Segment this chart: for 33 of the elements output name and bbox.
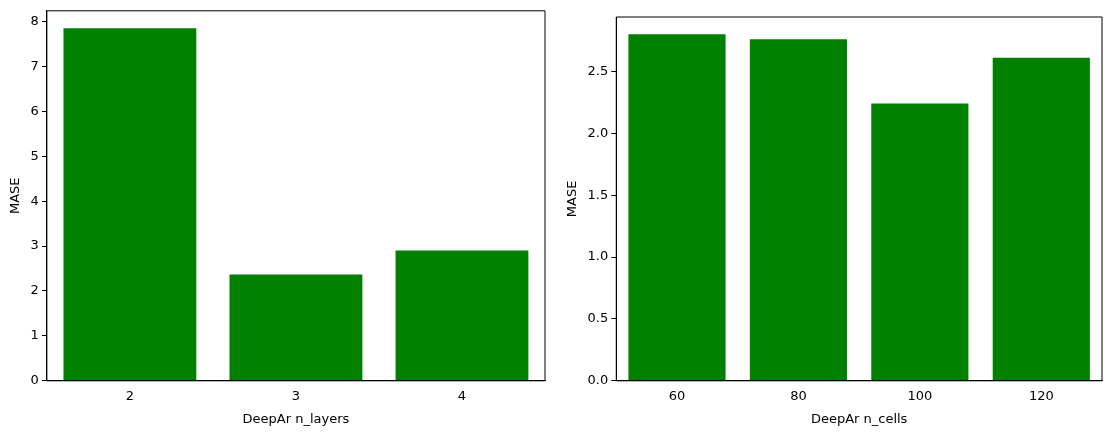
y-tick-label: 2.0 <box>587 124 609 140</box>
y-tick-label: 1.0 <box>587 248 609 264</box>
y-tick-label: 3 <box>30 237 39 253</box>
x-tick-label: 100 <box>907 387 933 403</box>
x-tick-label: 80 <box>790 387 807 403</box>
y-tick-label: 1.5 <box>587 186 609 202</box>
y-tick-label: 8 <box>30 12 39 28</box>
y-tick-label: 0.0 <box>587 372 609 388</box>
y-axis-title: MASE <box>7 177 23 215</box>
y-tick-label: 1 <box>30 327 39 343</box>
bar <box>749 39 847 381</box>
y-tick-label: 4 <box>30 192 39 208</box>
bar <box>395 250 529 381</box>
bar <box>992 57 1090 381</box>
x-tick-label: 4 <box>457 387 467 403</box>
x-axis-title: DeepAr n_cells <box>810 410 908 426</box>
y-tick-label: 5 <box>30 147 39 163</box>
bar <box>229 274 363 381</box>
x-tick-label: 2 <box>125 387 135 403</box>
x-tick-label: 3 <box>291 387 301 403</box>
y-tick-label: 2 <box>30 282 39 298</box>
x-tick-label: 60 <box>668 387 686 403</box>
bar <box>63 28 197 381</box>
y-tick-label: 2.5 <box>587 62 609 78</box>
x-tick-label: 120 <box>1028 387 1054 403</box>
y-tick-label: 7 <box>30 57 39 73</box>
bar <box>871 103 969 381</box>
y-axis-title: MASE <box>564 180 580 218</box>
y-tick-label: 6 <box>30 102 39 118</box>
x-axis-title: DeepAr n_layers <box>242 410 350 426</box>
y-tick-label: 0 <box>30 372 39 388</box>
bar <box>628 34 726 381</box>
y-tick-label: 0.5 <box>587 310 609 326</box>
